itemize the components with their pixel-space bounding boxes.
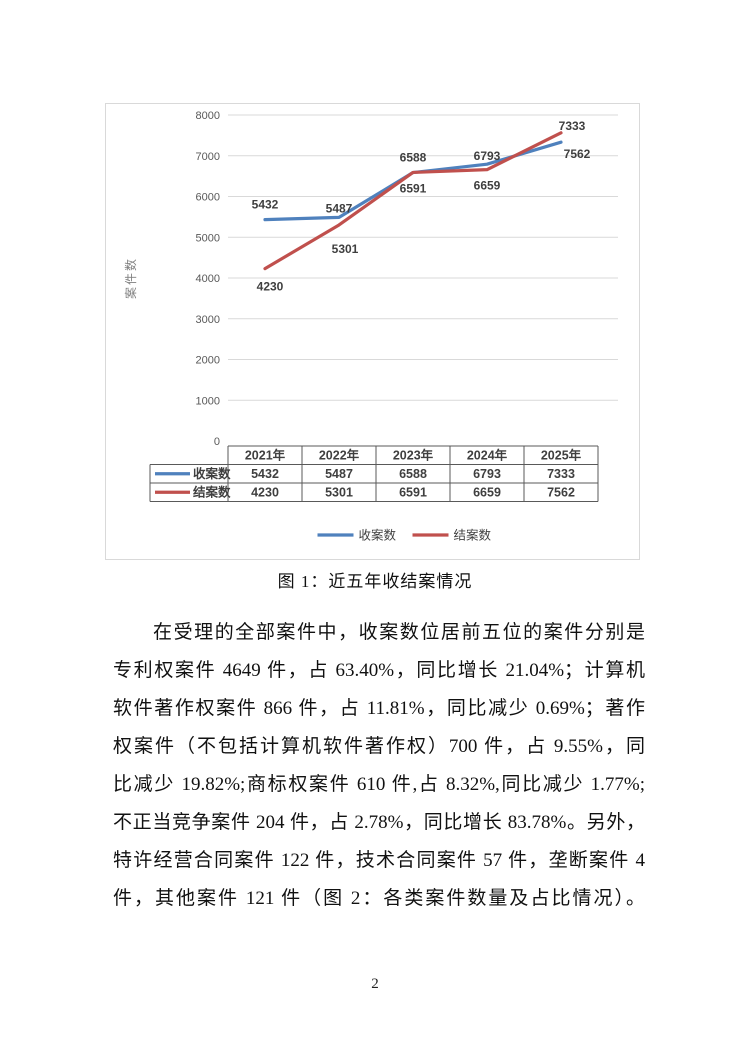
- table-row-label: 结案数: [193, 485, 231, 500]
- table-header-cell: 2022年: [319, 448, 360, 463]
- table-cell: 5487: [325, 467, 353, 481]
- table-cell: 4230: [251, 486, 279, 500]
- table-header-cell: 2021年: [245, 448, 286, 463]
- data-label-0: 5487: [326, 201, 353, 215]
- data-label-0: 6588: [400, 151, 427, 165]
- data-label-0: 5432: [252, 198, 279, 212]
- table-cell: 7562: [547, 486, 575, 500]
- table-cell: 6659: [473, 486, 501, 500]
- y-tick-label: 6000: [196, 192, 220, 204]
- table-cell: 6591: [399, 486, 427, 500]
- table-cell: 6793: [473, 467, 501, 481]
- y-tick-label: 8000: [196, 110, 220, 122]
- y-tick-label: 7000: [196, 151, 220, 163]
- table-cell: 5432: [251, 467, 279, 481]
- paragraph-line: 专利权案件 4649 件，占 63.40%，同比增长 21.04%；计算机: [113, 660, 645, 681]
- paragraph-line: 不正当竞争案件 204 件，占 2.78%，同比增长 83.78%。另外，: [113, 812, 645, 833]
- series-line-1: [263, 131, 563, 271]
- legend-label-0: 收案数: [359, 528, 397, 543]
- data-label-0: 7333: [559, 119, 586, 133]
- chart-canvas: 0 1000 2000 3000 4000 5000 6000 7000 8000 案件数 5432…: [105, 103, 640, 560]
- table-cell: 6588: [399, 467, 427, 481]
- figure-1-line-chart: 0 1000 2000 3000 4000 5000 6000 7000 8000 案件数 5432…: [105, 103, 640, 560]
- table-cell: 7333: [547, 467, 575, 481]
- paragraph-line: 比减少 19.82%;商标权案件 610 件,占 8.32%,同比减少 1.77…: [113, 774, 645, 795]
- y-tick-label: 0: [214, 436, 220, 448]
- data-label-1: 5301: [332, 242, 359, 256]
- table-header-cell: 2024年: [467, 448, 508, 463]
- y-axis-title: 案件数: [123, 257, 138, 299]
- paragraph-line: 件，其他案件 121 件（图 2：各类案件数量及占比情况）。: [113, 888, 645, 909]
- page-number: 2: [371, 976, 379, 992]
- data-label-1: 4230: [257, 280, 284, 294]
- body-paragraph: 在受理的全部案件中，收案数位居前五位的案件分别是 专利权案件 4649 件，占 …: [113, 614, 645, 918]
- y-tick-label: 4000: [196, 273, 220, 285]
- data-label-1: 6591: [400, 181, 427, 195]
- data-label-1: 6659: [474, 179, 501, 193]
- figure-caption: 图 1：近五年收结案情况: [277, 572, 473, 591]
- paragraph-line: 权案件（不包括计算机软件著作权）700 件，占 9.55%，同: [113, 736, 645, 757]
- table-row-label: 收案数: [193, 466, 231, 481]
- table-cell: 5301: [325, 486, 353, 500]
- table-header-cell: 2025年: [541, 448, 582, 463]
- data-label-0: 6793: [474, 149, 501, 163]
- y-tick-label: 3000: [196, 314, 220, 326]
- y-tick-label: 5000: [196, 232, 220, 244]
- data-label-1: 7562: [564, 147, 591, 161]
- legend-label-1: 结案数: [454, 528, 492, 543]
- table-header-cell: 2023年: [393, 448, 434, 463]
- paragraph-line: 特许经营合同案件 122 件，技术合同案件 57 件，垄断案件 4: [113, 850, 645, 871]
- paragraph-line: 软件著作权案件 866 件，占 11.81%，同比减少 0.69%；著作: [113, 698, 645, 719]
- y-tick-label: 2000: [196, 355, 220, 367]
- y-tick-label: 1000: [196, 395, 220, 407]
- paragraph-line: 在受理的全部案件中，收案数位居前五位的案件分别是: [153, 622, 645, 643]
